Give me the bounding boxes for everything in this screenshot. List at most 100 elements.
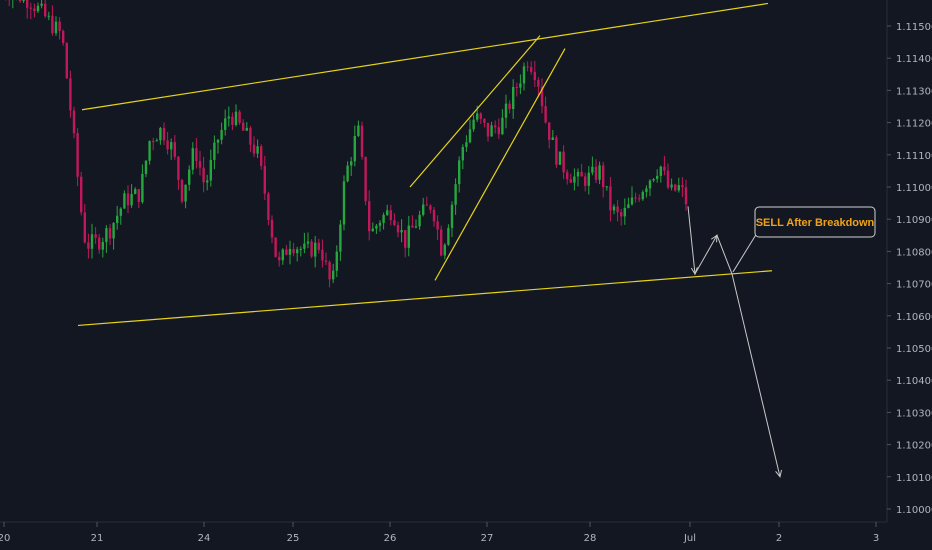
candle (231, 112, 234, 131)
candle (220, 122, 223, 145)
candle (69, 70, 72, 118)
candle (94, 227, 97, 244)
sell-annotation: SELL After Breakdown (754, 206, 876, 238)
arrowhead-3 (775, 469, 783, 478)
candle (8, 0, 10, 7)
candle (641, 190, 644, 201)
candle (472, 114, 475, 132)
candle (98, 233, 101, 254)
candle (436, 215, 439, 241)
candle (652, 178, 655, 183)
candle (321, 239, 324, 268)
candle (515, 82, 518, 97)
candle (238, 109, 241, 126)
candle (105, 225, 108, 253)
candle (278, 251, 281, 267)
candle (328, 260, 331, 288)
candle (198, 150, 202, 176)
candle (166, 131, 169, 155)
candle (44, 0, 47, 18)
candle (659, 165, 662, 183)
candle (18, 0, 22, 3)
candle (76, 128, 79, 187)
candle (645, 185, 648, 198)
candle (569, 173, 572, 183)
candle (339, 220, 342, 261)
candle (465, 135, 468, 152)
candle (191, 142, 194, 175)
projection-arrow (687, 206, 783, 478)
x-tick-label: 25 (287, 533, 300, 544)
candle (566, 169, 569, 185)
candle (332, 263, 335, 284)
candle (584, 172, 587, 192)
candle (375, 223, 378, 235)
candle (317, 238, 320, 254)
candle (681, 177, 684, 198)
candle (447, 224, 450, 246)
candle (252, 136, 256, 157)
candle (501, 109, 504, 136)
candle (90, 223, 94, 259)
x-tick-label: 3 (873, 533, 879, 544)
candle (202, 156, 205, 193)
candle (598, 161, 601, 185)
candle (206, 174, 209, 191)
candle (303, 232, 306, 254)
candle (519, 74, 522, 95)
candle (242, 119, 245, 131)
candle (558, 151, 562, 166)
y-tick-label: 1.11100 (896, 151, 932, 162)
candle (656, 169, 659, 183)
x-tick-label: Jul (683, 533, 696, 544)
candle (357, 120, 360, 137)
candle (288, 240, 292, 265)
candle (555, 135, 558, 169)
candle (83, 204, 86, 244)
candle (47, 11, 50, 21)
candle (40, 0, 43, 9)
candle (281, 248, 284, 265)
candle (494, 120, 497, 134)
candle (62, 29, 65, 46)
candle (537, 77, 540, 98)
y-tick-label: 1.10700 (896, 280, 932, 291)
candle (137, 188, 140, 209)
candle (260, 144, 263, 170)
candle (177, 155, 180, 190)
candle (368, 190, 371, 241)
candle (580, 163, 583, 177)
candle (364, 156, 367, 206)
annotation-label: SELL After Breakdown (756, 217, 875, 229)
candle (306, 232, 310, 249)
candle (80, 171, 83, 216)
candle (184, 184, 187, 209)
candle (551, 129, 554, 141)
x-tick-label: 27 (481, 533, 494, 544)
candle (616, 200, 619, 222)
y-tick-label: 1.10300 (896, 408, 932, 419)
candle (335, 245, 338, 278)
candle (209, 149, 212, 187)
candle (429, 204, 432, 214)
candle (112, 222, 115, 250)
trendlines (77, 2, 773, 327)
candle (386, 204, 389, 217)
y-tick-label: 1.10600 (896, 312, 932, 323)
candle (404, 229, 407, 258)
candle (591, 156, 594, 176)
candle (504, 94, 508, 129)
candle (12, 0, 14, 9)
candle (22, 0, 25, 4)
y-tick-label: 1.11500 (896, 22, 932, 33)
candle (314, 236, 317, 268)
candle (119, 207, 122, 225)
candle (382, 212, 385, 230)
candle (605, 186, 608, 191)
candle (87, 233, 90, 259)
candle (234, 104, 238, 127)
candle (144, 160, 148, 178)
x-tick-label: 28 (584, 533, 597, 544)
